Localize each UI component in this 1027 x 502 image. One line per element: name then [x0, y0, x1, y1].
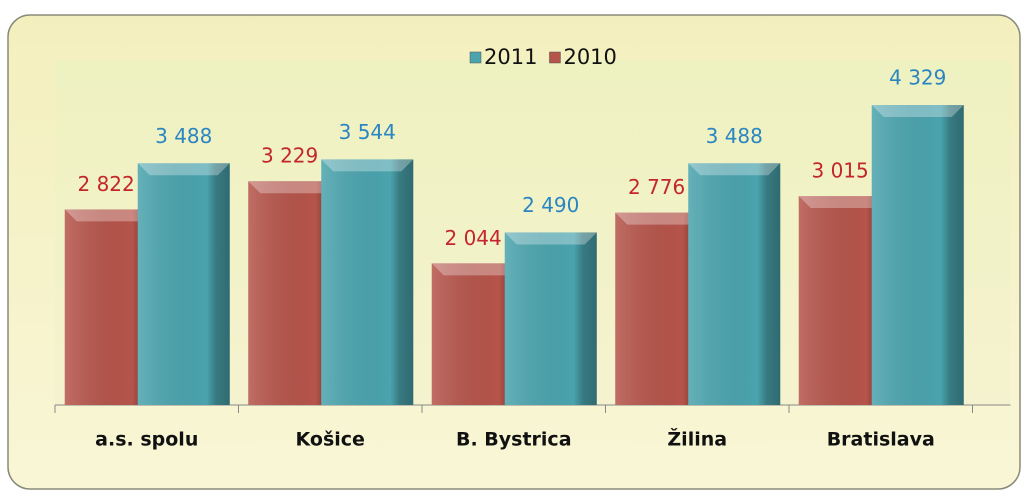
- bar-shade: [504, 232, 597, 405]
- bar-bevel: [64, 209, 155, 222]
- bar-bevel: [798, 196, 889, 209]
- bar-bevel: [615, 212, 706, 225]
- bar-shade: [871, 105, 964, 405]
- bar-group: [137, 163, 230, 405]
- bar-bevel: [871, 105, 964, 118]
- data-label: 2 490: [522, 193, 579, 217]
- data-label: 3 488: [155, 124, 212, 148]
- data-label: 2 822: [77, 172, 134, 196]
- legend-swatch: [549, 51, 561, 64]
- legend-label: 2010: [563, 45, 616, 69]
- bar-group: [504, 232, 597, 405]
- data-label: 2 044: [444, 226, 501, 250]
- bar-bevel: [321, 159, 414, 172]
- bar-bevel: [688, 163, 781, 176]
- data-label: 3 229: [261, 144, 318, 168]
- x-tick-label: Bratislava: [827, 429, 935, 451]
- data-label: 4 329: [889, 66, 946, 90]
- x-tick-label: B. Bystrica: [456, 429, 572, 451]
- bar-group: [321, 159, 414, 405]
- bar-bevel: [248, 181, 339, 194]
- bar-group: [688, 163, 781, 405]
- data-label: 3 015: [811, 159, 868, 183]
- x-tick-label: Košice: [296, 429, 365, 451]
- bar-bevel: [431, 263, 522, 276]
- legend: 2011 2010: [469, 45, 617, 69]
- bar-group: [871, 105, 964, 405]
- bar-shade: [321, 159, 414, 405]
- x-tick-label: Žilina: [667, 428, 727, 451]
- data-label: 2 776: [628, 175, 685, 199]
- legend-swatch: [469, 51, 482, 64]
- bar-bevel: [137, 163, 230, 176]
- data-label: 3 488: [706, 124, 763, 148]
- legend-label: 2011: [484, 45, 537, 69]
- bar-bevel: [504, 232, 597, 245]
- data-label: 3 544: [339, 120, 396, 144]
- bar-shade: [137, 163, 230, 405]
- x-tick-label: a.s. spolu: [95, 429, 198, 451]
- bar-shade: [688, 163, 781, 405]
